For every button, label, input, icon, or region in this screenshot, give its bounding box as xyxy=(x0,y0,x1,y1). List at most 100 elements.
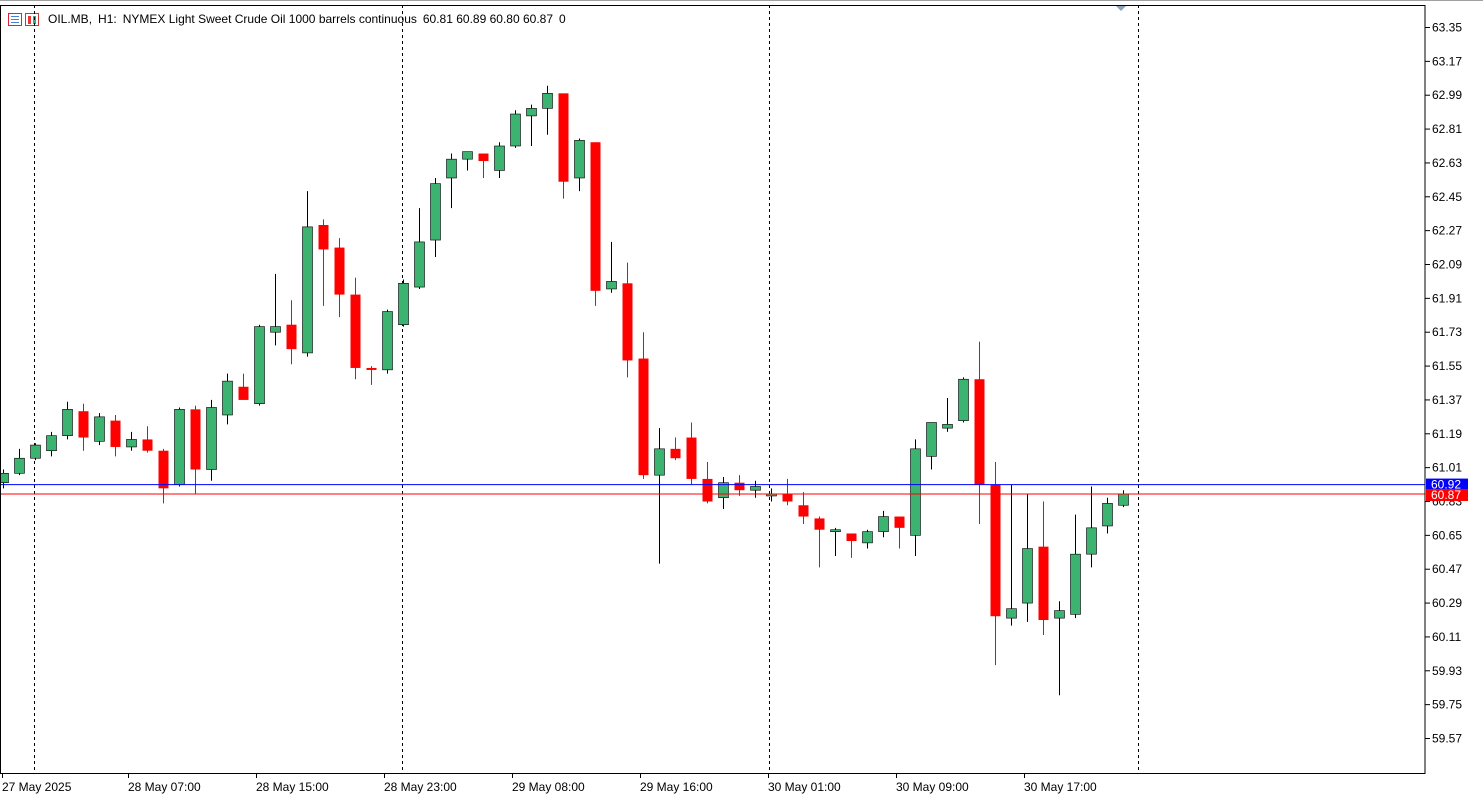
candle-body-bull xyxy=(942,424,953,429)
candle-body-bull xyxy=(654,448,665,476)
chart-frame xyxy=(0,5,1426,774)
candle xyxy=(990,462,1001,666)
candlestick-series xyxy=(0,85,1129,696)
ask-price-label: 60.92 xyxy=(1431,478,1461,492)
candle-body-bear xyxy=(894,516,905,528)
candle xyxy=(1054,601,1065,696)
candle-body-bull xyxy=(750,486,761,491)
candle xyxy=(174,407,185,487)
price-tick-label: 62.63 xyxy=(1432,156,1462,170)
candle xyxy=(78,403,89,451)
candle-body-bull xyxy=(398,283,409,325)
candle-body-bear xyxy=(318,225,329,250)
candle xyxy=(238,373,249,400)
candle xyxy=(1118,490,1129,508)
candle xyxy=(30,443,41,461)
candle xyxy=(126,431,137,451)
candle-body-bear xyxy=(558,93,569,182)
candle-body-bull xyxy=(206,407,217,470)
ohlc-values: 60.81 60.89 60.80 60.87 xyxy=(422,12,553,26)
candle-body-bear xyxy=(158,450,169,489)
candle xyxy=(878,510,889,538)
candle-body-bull xyxy=(254,326,265,404)
candle-body-bear xyxy=(590,142,601,291)
price-tick-label: 61.55 xyxy=(1432,359,1462,373)
candle xyxy=(590,142,601,306)
candle xyxy=(702,462,713,504)
candle xyxy=(718,477,729,510)
candle xyxy=(110,414,121,457)
candle-body-bull xyxy=(270,326,281,333)
bid-price-label-bg xyxy=(1426,488,1468,501)
price-axis[interactable]: 63.35 63.17 62.99 62.81 62.63 62.45 62.27 62.09… xyxy=(1425,21,1468,746)
price-tick-label: 60.29 xyxy=(1432,596,1462,610)
candle-body-bull xyxy=(926,422,937,457)
candle-body-bear xyxy=(78,411,89,438)
chart-type-icon[interactable] xyxy=(25,12,39,26)
candle-body-bull xyxy=(1022,548,1033,604)
time-axis[interactable]: 27 May 2025 28 May 07:00 28 May 15:00 28 Ma… xyxy=(2,773,1097,794)
candle xyxy=(0,469,9,489)
price-tick-label: 59.75 xyxy=(1432,698,1462,712)
candle xyxy=(654,428,665,564)
candle-body-bull xyxy=(542,93,553,109)
volume-value: 0 xyxy=(559,12,566,26)
price-tick-label: 61.37 xyxy=(1432,393,1462,407)
candle xyxy=(334,238,345,318)
candle-body-bear xyxy=(334,247,345,295)
time-tick-label: 29 May 08:00 xyxy=(512,780,585,794)
price-tick-label: 59.57 xyxy=(1432,732,1462,746)
candle xyxy=(942,398,953,432)
candle xyxy=(1102,497,1113,534)
candle-body-bear xyxy=(686,437,697,479)
candle xyxy=(750,480,761,498)
candle xyxy=(670,437,681,461)
candle xyxy=(158,448,169,504)
time-tick-label: 28 May 07:00 xyxy=(128,780,201,794)
candle xyxy=(958,377,969,423)
candle xyxy=(382,309,393,374)
candle xyxy=(254,324,265,406)
candle-body-bear xyxy=(990,484,1001,617)
depth-of-market-icon[interactable] xyxy=(8,12,22,26)
time-tick-label: 28 May 23:00 xyxy=(384,780,457,794)
price-tick-label: 62.99 xyxy=(1432,88,1462,102)
time-tick-label: 28 May 15:00 xyxy=(256,780,329,794)
candle xyxy=(814,516,825,568)
candle xyxy=(782,478,793,506)
candle-body-bull xyxy=(46,435,57,452)
candle-body-bear xyxy=(670,448,681,459)
candle-body-bear xyxy=(734,482,745,491)
candle-body-bear xyxy=(798,505,809,517)
candle xyxy=(862,529,873,549)
candle-body-bull xyxy=(126,439,137,448)
symbol-description: NYMEX Light Sweet Crude Oil 1000 barrels… xyxy=(122,12,417,26)
candle xyxy=(302,191,313,357)
price-tick-label: 62.81 xyxy=(1432,122,1462,136)
candle xyxy=(46,431,57,457)
candle-body-bull xyxy=(1118,493,1129,506)
candle xyxy=(190,405,201,494)
candle xyxy=(558,93,569,199)
candle-body-bull xyxy=(958,378,969,421)
candle-body-bear xyxy=(702,478,713,502)
candle-body-bull xyxy=(446,158,457,179)
chart-shift-marker-icon[interactable] xyxy=(1116,6,1126,11)
candle-body-bear xyxy=(782,493,793,502)
candle xyxy=(478,153,489,178)
price-tick-label: 62.09 xyxy=(1432,258,1462,272)
candle-body-bear xyxy=(190,409,201,470)
candle xyxy=(318,219,329,306)
candle xyxy=(414,208,425,289)
bid-price-label: 60.87 xyxy=(1431,488,1461,502)
candle-body-bear xyxy=(286,324,297,350)
price-tick-label: 62.45 xyxy=(1432,190,1462,204)
candle-body-bull xyxy=(494,145,505,171)
price-tick-label: 61.01 xyxy=(1432,461,1462,475)
candle xyxy=(222,373,233,425)
candle xyxy=(462,151,473,171)
price-tick-label: 61.91 xyxy=(1432,291,1462,305)
candle-body-bear xyxy=(142,439,153,451)
